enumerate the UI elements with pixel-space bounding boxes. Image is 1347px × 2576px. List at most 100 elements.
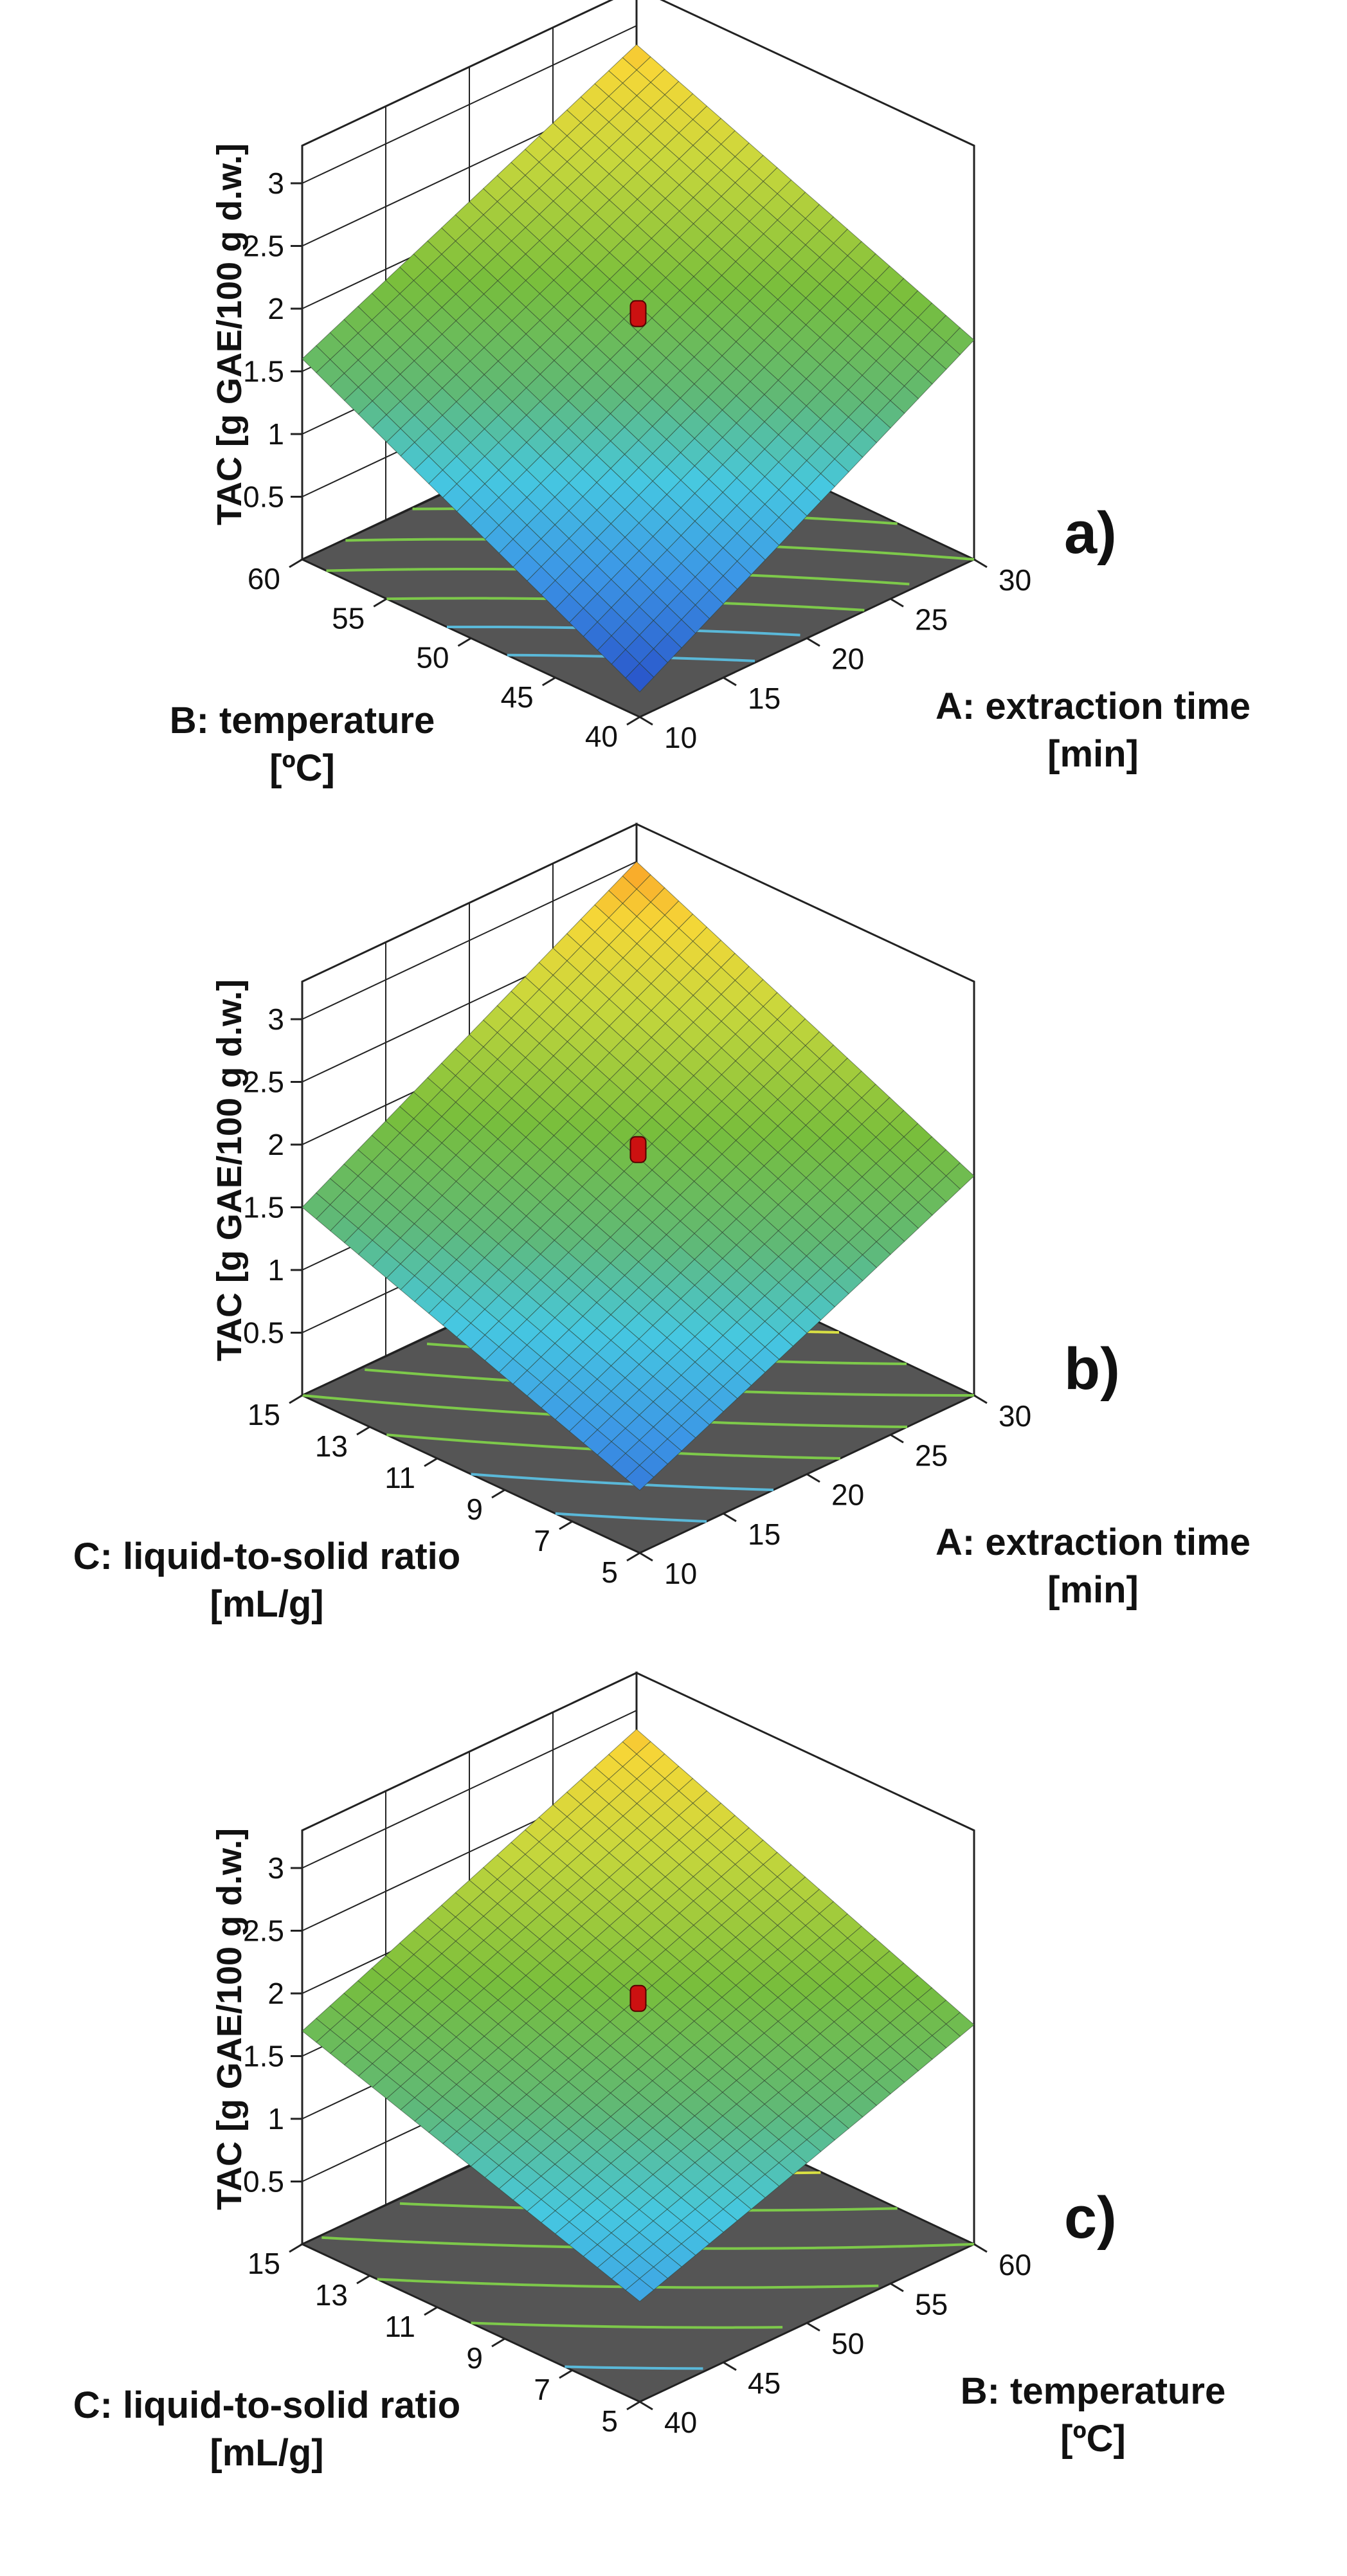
y-tick-label: 9 [466,1492,483,1526]
x-tick-mark [806,2322,820,2332]
x-tick-label: 55 [915,2287,948,2321]
y-tick-label: 15 [248,1398,280,1431]
y-tick-mark [626,716,640,726]
surface-cell [625,1465,655,1491]
axis-titles: TAC [g GAE/100 g d.w.] A: extraction time… [170,143,1251,789]
axis-titles: TAC [g GAE/100 g d.w.] A: extraction time… [73,979,1251,1625]
y-tick-mark [559,1520,573,1530]
design-point-marker [629,300,647,327]
x-tick-label: 20 [831,642,864,676]
x-tick-label: 30 [999,563,1031,597]
z-tick-label: 2 [267,1977,284,2010]
y-axis-unit: [mL/g] [210,1583,323,1625]
surface-cell [625,2278,655,2302]
x-tick-label: 10 [664,1557,697,1590]
z-tick-label: 0.5 [243,2165,284,2199]
axis-titles: TAC [g GAE/100 g d.w.] B: temperature [ºC]… [73,1828,1226,2474]
x-tick-mark [890,597,904,608]
y-tick-label: 60 [248,562,280,595]
x-tick-label: 30 [999,1399,1031,1433]
y-axis-title: C: liquid-to-solid ratio [73,1536,460,1577]
contour-line [555,1512,707,1523]
y-tick-mark [424,1457,438,1467]
z-axis: 0.5 1 1.5 2 2.5 3 [243,981,303,1395]
x-tick-mark [806,1473,820,1483]
x-tick-label: 10 [664,721,697,754]
panel-label: b) [1064,1336,1120,1402]
x-axis-unit: [min] [1047,1569,1139,1611]
z-axis: 0.5 1 1.5 2 2.5 3 [243,1830,303,2244]
y-tick-label: 40 [585,720,618,753]
y-tick-label: 7 [534,2373,550,2406]
x-tick-mark [723,2361,737,2372]
y-tick-label: 9 [466,2341,483,2375]
x-axis-title: B: temperature [961,2370,1226,2412]
y-tick-label: 11 [384,2310,415,2343]
y-tick-label: 11 [384,1461,415,1494]
x-tick-label: 50 [831,2327,864,2361]
z-tick-label: 1 [267,2102,284,2136]
y-axis-title: B: temperature [170,700,435,741]
y-tick-mark [491,2337,505,2348]
y-tick-label: 5 [601,1556,618,1589]
z-tick-label: 1.5 [243,1191,284,1224]
response-surface [302,44,975,693]
x-axis-unit: [min] [1047,733,1139,775]
y-tick-mark [559,2369,573,2379]
y-tick-mark [356,1426,370,1436]
x-tick-label: 15 [748,1518,781,1551]
x-tick-mark [723,1512,737,1523]
y-tick-label: 50 [416,641,449,675]
response-surface [302,1728,975,2302]
x-tick-mark [973,558,988,568]
y-tick-label: 5 [601,2404,618,2438]
contour-line [471,1473,774,1491]
x-tick-label: 45 [748,2366,781,2400]
z-tick-label: 2.5 [243,1914,284,1948]
surface-cell [625,662,655,693]
x-tick-label: 20 [831,1478,864,1512]
floor-axes: 10 15 20 25 30 5 7 9 11 13 15 [248,1394,1031,1590]
response-surface [302,861,975,1491]
y-tick-mark [626,1552,640,1562]
y-tick-mark [373,597,388,608]
z-tick-label: 1.5 [243,355,284,388]
z-axis-title: TAC [g GAE/100 g d.w.] [210,979,249,1361]
y-tick-label: 45 [501,680,534,714]
x-axis-title: A: extraction time [936,685,1251,727]
z-tick-label: 2.5 [243,230,284,263]
x-axis-unit: [ºC] [1060,2418,1126,2460]
y-tick-mark [457,637,472,647]
design-point-marker [629,1984,647,2012]
x-tick-label: 15 [748,682,781,715]
y-tick-label: 55 [332,601,365,635]
y-tick-label: 7 [534,1524,550,1557]
y-axis-unit: [ºC] [269,747,335,789]
y-tick-mark [289,2243,303,2253]
y-tick-mark [289,1394,303,1404]
x-tick-mark [639,716,653,726]
z-tick-label: 1 [267,1253,284,1287]
x-tick-mark [890,1433,904,1444]
contour-line [565,2365,703,2370]
panel-label: a) [1064,500,1117,566]
x-tick-label: 25 [915,1438,948,1472]
z-tick-label: 2 [267,1128,284,1161]
z-tick-label: 2 [267,292,284,325]
x-tick-label: 60 [999,2248,1031,2281]
y-tick-mark [626,2400,640,2411]
y-tick-mark [491,1489,505,1499]
x-tick-mark [973,2243,988,2253]
contour-line [471,2321,783,2329]
y-tick-label: 15 [248,2247,280,2280]
z-tick-label: 3 [267,167,284,200]
z-tick-label: 1 [267,417,284,451]
y-axis-title: C: liquid-to-solid ratio [73,2384,460,2426]
z-tick-label: 2.5 [243,1066,284,1099]
z-axis-title: TAC [g GAE/100 g d.w.] [210,1828,249,2210]
x-tick-mark [639,2400,653,2411]
